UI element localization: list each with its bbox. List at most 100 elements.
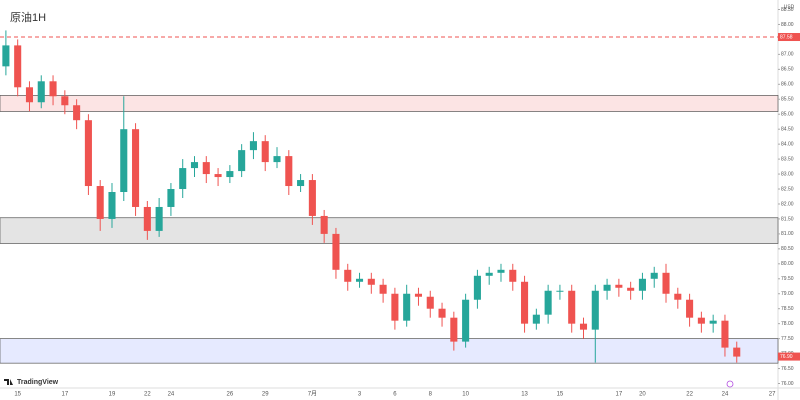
y-tick-label: 85.00 <box>781 112 794 118</box>
y-tick-label: 88.00 <box>781 22 794 28</box>
candle-body <box>686 299 694 318</box>
y-tick-label: 80.50 <box>781 246 794 252</box>
candle-body <box>497 269 505 273</box>
price-tag <box>778 352 800 361</box>
y-tick-label: 79.50 <box>781 276 794 282</box>
candle-body <box>37 81 45 103</box>
candle-body <box>320 215 328 234</box>
x-tick-label: 17 <box>61 392 68 398</box>
candle-body <box>638 278 646 291</box>
candle-body <box>190 162 199 169</box>
x-tick-label: 8 <box>429 392 433 398</box>
candle-body <box>721 320 729 348</box>
x-tick-label: 26 <box>227 392 234 398</box>
candle-body <box>579 323 588 330</box>
x-tick-label: 15 <box>14 392 21 398</box>
y-tick-label: 84.50 <box>781 127 794 133</box>
x-tick-label: 13 <box>521 392 528 398</box>
candle-body <box>249 141 257 151</box>
candle-body <box>96 186 104 219</box>
y-tick-label: 85.50 <box>781 97 794 103</box>
candle-body <box>367 278 375 285</box>
y-tick-label: 86.50 <box>781 67 794 73</box>
candle-body <box>556 290 564 292</box>
brand-logo <box>4 379 13 385</box>
event-icon[interactable] <box>726 380 734 388</box>
currency: USD <box>784 4 795 10</box>
y-tick-label: 76.00 <box>781 381 794 387</box>
candle-body <box>355 278 364 282</box>
x-tick-label: 10 <box>462 392 469 398</box>
candle-body <box>674 293 682 300</box>
candle-body <box>532 314 540 324</box>
y-tick-label: 78.00 <box>781 321 794 327</box>
level-label: 87.58 <box>780 34 793 40</box>
candle-body <box>462 299 470 342</box>
candle-body <box>344 269 352 282</box>
candle-body <box>733 347 741 357</box>
y-tick-label: 83.50 <box>781 156 794 162</box>
candle-body <box>108 192 116 219</box>
candle-body <box>709 320 717 324</box>
y-tick-label: 81.50 <box>781 216 794 222</box>
zone <box>0 217 779 244</box>
y-tick-label: 80.00 <box>781 261 794 267</box>
candle-body <box>332 233 340 270</box>
candle-body <box>297 180 305 187</box>
candle-body <box>697 317 705 324</box>
y-tick-label: 77.50 <box>781 336 794 342</box>
candle-body <box>14 45 22 88</box>
candle-body <box>49 81 57 97</box>
x-tick-label: 15 <box>557 392 564 398</box>
x-tick-label: 3 <box>358 392 362 398</box>
candle-body <box>379 284 387 294</box>
y-tick-label: 87.00 <box>781 52 794 58</box>
y-tick-label: 82.00 <box>781 201 794 207</box>
candle-body <box>591 290 599 330</box>
candle-body <box>403 293 411 321</box>
candle-body <box>61 96 69 106</box>
candle-body <box>73 105 81 121</box>
candle-body <box>214 174 222 178</box>
candle-body <box>438 308 446 318</box>
x-tick-label: 24 <box>722 392 729 398</box>
x-tick-label: 29 <box>262 392 269 398</box>
y-tick-label: 78.50 <box>781 306 794 312</box>
candle-body <box>132 129 140 207</box>
x-tick-label: 6 <box>393 392 397 398</box>
candle-body <box>568 290 576 324</box>
x-tick-label: 27 <box>769 392 776 398</box>
level-tag <box>778 33 800 42</box>
candle-body <box>521 281 529 324</box>
price-label: 76.90 <box>780 354 793 360</box>
candle-body <box>261 141 269 163</box>
x-tick-label: 7月 <box>308 391 317 398</box>
brand: TradingView <box>17 379 59 386</box>
candle-body <box>603 284 611 291</box>
chart-title: 原油1H <box>10 10 46 24</box>
candle-body <box>473 275 481 300</box>
zone <box>0 95 779 112</box>
candle-body <box>414 293 423 297</box>
x-tick-label: 19 <box>109 392 116 398</box>
candle-body <box>238 150 246 172</box>
candle-body <box>308 180 316 216</box>
candle-body <box>226 171 234 178</box>
candle-body <box>485 272 493 276</box>
candle-body <box>179 168 187 190</box>
candle-body <box>143 206 151 231</box>
candle-body <box>627 287 635 291</box>
candle-body <box>25 87 34 103</box>
candle-body <box>426 296 434 309</box>
candle-body <box>273 156 281 163</box>
candle-body <box>509 269 517 282</box>
candle-body <box>391 293 399 321</box>
candle-body <box>167 189 175 207</box>
candle-body <box>84 120 92 187</box>
y-tick-label: 88.50 <box>781 7 794 13</box>
y-tick-label: 86.00 <box>781 82 794 88</box>
y-tick-label: 76.50 <box>781 366 794 372</box>
candle-body <box>544 290 552 315</box>
candle-body <box>120 129 128 193</box>
